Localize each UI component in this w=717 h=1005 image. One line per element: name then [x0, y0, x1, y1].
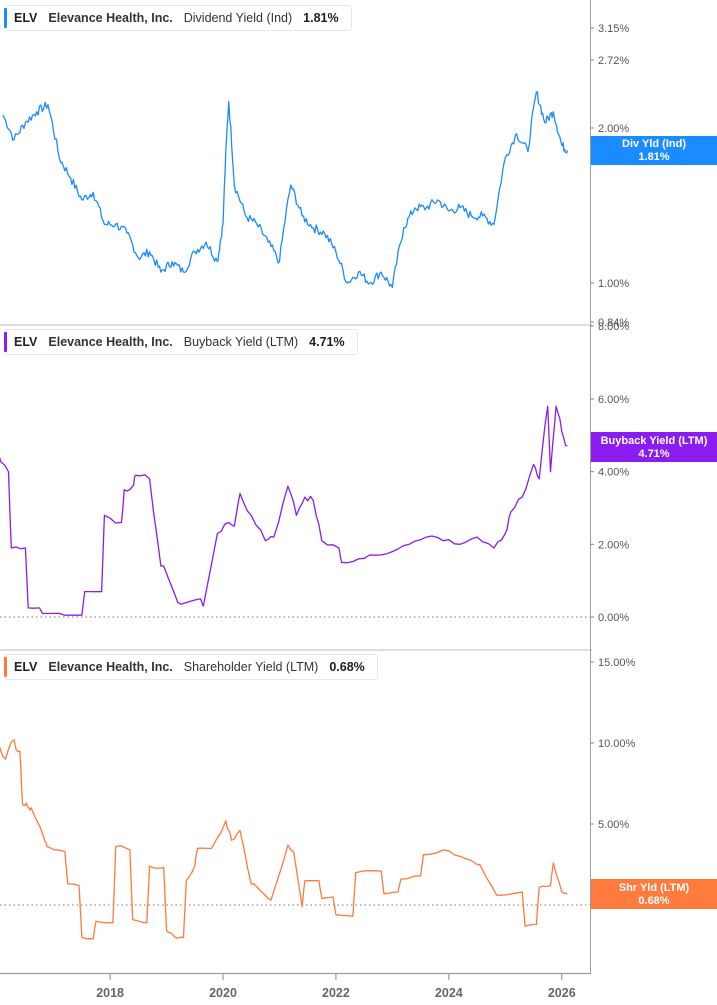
y-tick-label: 2.72% — [598, 55, 629, 67]
legend-metric: Dividend Yield (Ind) — [183, 11, 293, 25]
x-tick-label: 2018 — [96, 986, 124, 1000]
y-tick-label: 8.00% — [598, 321, 629, 333]
series-line-2 — [0, 739, 568, 940]
legend-value: 1.81% — [303, 11, 339, 25]
x-tick-label: 2020 — [209, 986, 237, 1000]
legend-color-bar — [4, 8, 7, 28]
y-tick-label: 4.00% — [598, 467, 629, 479]
legend-dividend-yield[interactable]: ELV Elevance Health, Inc. Dividend Yield… — [4, 5, 352, 31]
legend-metric: Buyback Yield (LTM) — [183, 335, 299, 349]
legend-ticker: ELV — [14, 335, 38, 349]
legend-ticker: ELV — [14, 11, 38, 25]
badge-value: 1.81% — [638, 151, 670, 163]
y-tick-label: 1.00% — [598, 278, 629, 290]
y-tick-label: 0.00% — [598, 612, 629, 624]
x-tick-label: 2024 — [435, 986, 463, 1000]
last-value-badge-shareholder: Shr Yld (LTM) 0.68% — [591, 879, 717, 909]
x-tick-label: 2022 — [322, 986, 350, 1000]
legend-metric: Shareholder Yield (LTM) — [183, 660, 319, 674]
legend-color-bar — [4, 332, 7, 352]
y-tick-label: 2.00% — [598, 539, 629, 551]
y-tick-label: 10.00% — [598, 738, 636, 750]
badge-label: Buyback Yield (LTM) — [600, 435, 708, 447]
y-tick-label: 5.00% — [598, 819, 629, 831]
last-value-badge-dividend: Div Yld (Ind) 1.81% — [591, 136, 717, 165]
series-line-0 — [2, 91, 569, 289]
badge-value: 0.68% — [638, 895, 670, 907]
legend-buyback-yield[interactable]: ELV Elevance Health, Inc. Buyback Yield … — [4, 329, 358, 355]
x-tick-label: 2026 — [548, 986, 576, 1000]
badge-label: Div Yld (Ind) — [622, 138, 686, 150]
y-tick-label: 6.00% — [598, 394, 629, 406]
legend-color-bar — [4, 657, 7, 677]
legend-company: Elevance Health, Inc. — [48, 660, 173, 674]
last-value-badge-buyback: Buyback Yield (LTM) 4.71% — [591, 432, 717, 462]
y-tick-label: 0.84% — [598, 317, 629, 329]
legend-ticker: ELV — [14, 660, 38, 674]
badge-value: 4.71% — [638, 448, 670, 460]
legend-company: Elevance Health, Inc. — [48, 335, 173, 349]
badge-label: Shr Yld (LTM) — [618, 882, 690, 894]
legend-shareholder-yield[interactable]: ELV Elevance Health, Inc. Shareholder Yi… — [4, 654, 378, 680]
legend-value: 0.68% — [329, 660, 365, 674]
legend-value: 4.71% — [309, 335, 345, 349]
y-tick-label: 2.00% — [598, 123, 629, 135]
y-tick-label: 3.15% — [598, 23, 629, 35]
legend-company: Elevance Health, Inc. — [48, 11, 173, 25]
series-line-1 — [0, 405, 568, 616]
y-tick-label: 15.00% — [598, 657, 636, 669]
